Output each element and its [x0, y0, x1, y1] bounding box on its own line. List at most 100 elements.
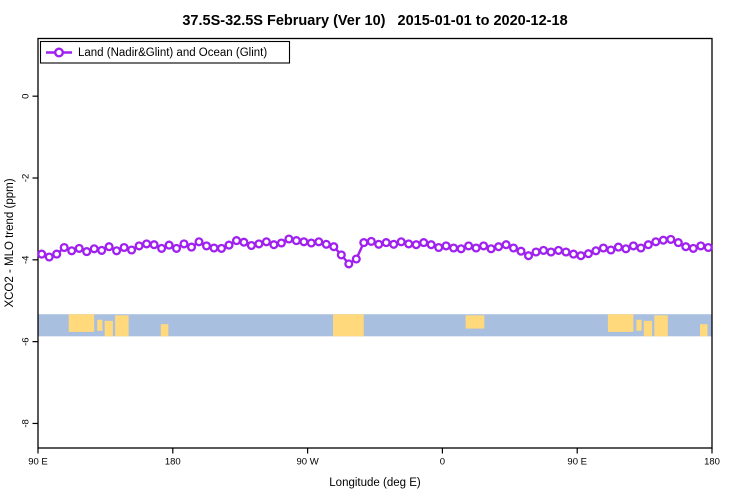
- land-patch-australia-south: [104, 320, 113, 337]
- land-patch-australia-east-wrap: [654, 315, 668, 337]
- x-tick-label: 90 W: [297, 457, 319, 468]
- data-point-marker: [67, 246, 77, 256]
- data-point-marker: [119, 242, 129, 253]
- x-tick-label: 90 E: [567, 457, 587, 468]
- data-point-marker: [471, 243, 481, 253]
- chart-title: 37.5S-32.5S February (Ver 10) 2015-01-01…: [182, 13, 567, 29]
- data-point-marker: [127, 245, 137, 255]
- data-point-marker: [434, 242, 444, 253]
- x-tick-label: 180: [704, 457, 720, 468]
- data-point-marker: [186, 242, 197, 252]
- data-point-marker: [321, 239, 331, 249]
- data-point-marker: [449, 243, 459, 253]
- data-point-marker: [52, 249, 62, 259]
- data-point-marker: [314, 237, 324, 247]
- data-point-marker: [479, 241, 489, 251]
- data-point-marker: [658, 235, 668, 245]
- y-axis-title: XCO2 - MLO trend (ppm): [4, 178, 16, 307]
- data-point-marker: [688, 243, 698, 253]
- data-point-marker: [628, 241, 638, 251]
- data-point-marker: [291, 236, 301, 246]
- data-point-marker: [419, 238, 429, 248]
- data-point-marker: [351, 254, 361, 264]
- data-point-marker: [104, 242, 114, 252]
- y-tick-label: -6: [21, 337, 32, 345]
- data-point-marker: [112, 246, 122, 256]
- x-axis-title: Longitude (deg E): [329, 477, 421, 489]
- data-point-marker: [696, 241, 706, 251]
- data-point-marker: [194, 237, 204, 247]
- x-tick-label: 90 E: [28, 457, 48, 468]
- data-point-marker: [306, 238, 316, 248]
- data-point-marker: [359, 238, 369, 248]
- data-point-marker: [254, 239, 264, 249]
- land-patch-australia-south-wrap: [643, 320, 653, 337]
- data-point-marker: [224, 240, 234, 250]
- data-point-marker: [44, 252, 54, 262]
- y-tick-label: 0: [21, 94, 32, 99]
- data-point-marker: [486, 244, 496, 254]
- data-point-marker: [82, 247, 92, 257]
- data-point-marker: [246, 240, 256, 251]
- land-patch-south-america: [333, 314, 364, 337]
- data-point-marker: [583, 249, 593, 259]
- land-patch-australia-bight-wrap: [636, 319, 642, 331]
- data-point-marker: [516, 246, 526, 256]
- data-point-marker: [681, 242, 691, 252]
- data-point-marker: [568, 249, 579, 259]
- data-point-marker: [651, 237, 661, 247]
- data-point-marker: [97, 245, 107, 255]
- data-point-marker: [149, 240, 159, 250]
- data-point-marker: [553, 245, 564, 255]
- data-point-marker: [613, 242, 623, 252]
- data-point-marker: [74, 243, 84, 253]
- data-point-marker: [456, 244, 466, 254]
- data-point-marker: [261, 237, 271, 247]
- data-point-marker: [276, 238, 286, 248]
- land-patch-south-africa: [465, 315, 485, 329]
- data-point-marker: [179, 239, 189, 249]
- data-point-marker: [231, 236, 242, 246]
- y-tick-label: -4: [21, 256, 32, 264]
- data-point-marker: [344, 259, 354, 269]
- data-point-marker: [666, 234, 676, 244]
- data-point-marker: [404, 239, 414, 249]
- data-point-marker: [494, 242, 504, 252]
- data-point-marker: [284, 234, 294, 244]
- y-tick-label: -8: [21, 419, 32, 427]
- data-point-marker: [464, 241, 474, 251]
- data-point-marker: [441, 241, 451, 251]
- data-point-marker: [426, 240, 436, 250]
- legend-box: [39, 40, 291, 64]
- data-point-marker: [561, 247, 571, 257]
- land-patch-australia-west: [68, 314, 95, 332]
- land-patch-australia-bight: [97, 319, 103, 331]
- ocean-strip: [38, 314, 712, 337]
- data-point-marker: [508, 243, 519, 253]
- land-patch-australia-west-wrap: [607, 314, 634, 332]
- y-tick-label: -2: [21, 174, 32, 182]
- data-point-marker: [329, 242, 339, 252]
- data-point-marker: [89, 244, 99, 254]
- data-point-marker: [209, 243, 219, 253]
- data-point-marker: [201, 241, 212, 251]
- data-point-marker: [673, 238, 683, 248]
- data-point-marker: [164, 240, 174, 250]
- data-point-marker: [576, 251, 586, 261]
- legend-marker-icon: [54, 47, 65, 58]
- data-point-marker: [591, 246, 601, 256]
- data-point-marker: [269, 240, 279, 250]
- data-point-marker: [216, 243, 227, 253]
- data-point-marker: [703, 242, 713, 253]
- data-point-marker: [621, 244, 631, 254]
- data-point-marker: [411, 240, 421, 250]
- legend-label: Land (Nadir&Glint) and Ocean (Glint): [78, 47, 267, 59]
- data-point-marker: [374, 239, 384, 249]
- x-tick-label: 0: [440, 457, 445, 468]
- plot-border: [37, 37, 713, 449]
- data-point-marker: [389, 239, 399, 249]
- chart-geometry: 90 E 180 90 W 0 90 E 180 0 -2 -4 -6 -8: [21, 37, 720, 468]
- land-patch-new-zealand-wrap: [700, 324, 708, 337]
